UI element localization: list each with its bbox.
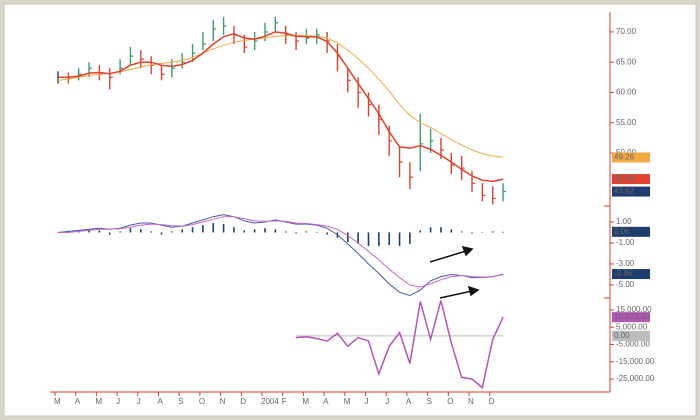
value-tag-label: 45.68 — [614, 174, 635, 183]
x-tick-label: 2004 — [261, 397, 279, 406]
x-tick-label: M — [54, 397, 61, 406]
reference-tag — [612, 330, 650, 341]
y-tick-label: -1.00 — [616, 238, 635, 247]
value-tag — [612, 226, 650, 237]
value-tag-label: 0.06 — [614, 227, 630, 236]
x-tick-label: S — [427, 397, 432, 406]
value-tag — [612, 312, 650, 323]
y-tick-label: 1.00 — [616, 217, 632, 226]
y-tick-label: 15,000.00 — [616, 305, 652, 314]
value-tag-label: 49.26 — [614, 153, 635, 162]
frame — [3, 3, 697, 417]
x-tick-label: M — [344, 397, 351, 406]
y-tick-label: -3.00 — [616, 259, 635, 268]
moving-average — [57, 35, 504, 158]
value-tag-label: 43.62 — [614, 187, 635, 196]
x-tick-label: J — [137, 397, 141, 406]
x-tick-label: D — [240, 397, 246, 406]
x-tick-label: M — [302, 397, 309, 406]
annotation-arrows — [429, 245, 480, 299]
value-tag-label: 10,873.50 — [614, 312, 650, 321]
reference-tag-label: 0.00 — [614, 331, 630, 340]
value-tag — [612, 174, 650, 185]
y-tick-label: 55.00 — [616, 118, 637, 127]
y-tick-label: 65.00 — [616, 57, 637, 66]
x-tick-label: A — [75, 397, 81, 406]
macd-line — [58, 216, 504, 288]
x-tick-label: F — [282, 397, 287, 406]
y-tick-label: 5,000.00 — [616, 322, 648, 331]
value-tag — [612, 186, 650, 197]
y-tick-label: 60.00 — [616, 88, 637, 97]
x-tick-label: O — [447, 397, 453, 406]
y-tick-label: 70.00 — [616, 27, 637, 36]
value-tag — [612, 269, 650, 280]
value-tag-label: -3.96 — [614, 269, 633, 278]
x-tick-label: J — [385, 397, 389, 406]
y-tick-label: -25,000.00 — [616, 374, 655, 383]
indicator-line — [295, 300, 504, 390]
x-tick-label: M — [95, 397, 102, 406]
x-tick-label: J — [116, 397, 120, 406]
y-tick-label: -5,000.00 — [616, 340, 650, 349]
y-tick-label: -5.00 — [616, 280, 635, 289]
x-tick-label: A — [406, 397, 412, 406]
x-tick-label: O — [199, 397, 205, 406]
x-tick-label: N — [468, 397, 474, 406]
y-tick-label: -15,000.00 — [616, 357, 655, 366]
moving-average — [58, 31, 504, 183]
x-tick-label: J — [365, 397, 369, 406]
x-tick-label: D — [489, 397, 495, 406]
x-tick-label: N — [220, 397, 226, 406]
value-tag — [612, 152, 650, 163]
x-tick-label: A — [158, 397, 164, 406]
x-tick-label: S — [178, 397, 183, 406]
x-tick-label: A — [323, 397, 329, 406]
